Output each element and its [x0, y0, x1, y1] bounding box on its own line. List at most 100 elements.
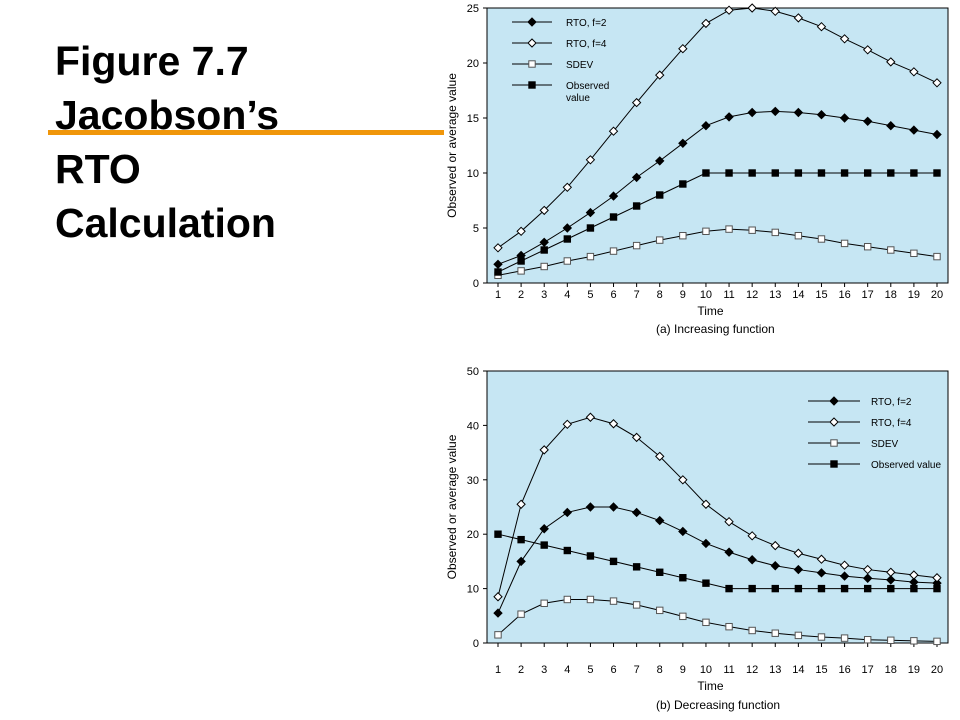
y-tick-label: 20: [467, 529, 479, 541]
data-point: [863, 584, 872, 593]
data-point: [562, 182, 573, 193]
data-point: [493, 592, 503, 602]
data-point: [771, 169, 779, 177]
legend-label: RTO, f=2: [566, 18, 607, 29]
data-point: [540, 599, 548, 607]
data-point: [563, 257, 572, 265]
data-point: [494, 631, 502, 639]
data-point: [887, 169, 895, 177]
y-axis-label: Observed or average value: [445, 73, 459, 218]
data-point: [632, 202, 641, 210]
data-point: [840, 239, 849, 248]
x-tick-label: 17: [862, 664, 874, 676]
chart-caption: (a) Increasing function: [656, 322, 775, 336]
data-point: [932, 78, 942, 88]
data-point: [839, 34, 850, 44]
data-point: [748, 584, 756, 593]
data-point: [586, 224, 595, 232]
y-tick-label: 25: [467, 3, 479, 15]
x-axis-label: Time: [697, 304, 724, 318]
legend-marker: [829, 417, 839, 427]
data-point: [563, 546, 572, 555]
x-tick-label: 14: [792, 664, 804, 676]
data-point: [609, 597, 618, 605]
data-point: [725, 622, 733, 631]
x-tick-label: 20: [931, 289, 943, 301]
data-point: [678, 138, 688, 149]
data-point: [631, 432, 642, 443]
data-point: [656, 568, 664, 576]
x-tick-label: 1: [495, 289, 501, 301]
x-tick-label: 8: [657, 664, 663, 676]
y-tick-label: 0: [473, 278, 479, 290]
data-point: [840, 634, 849, 642]
title-line-3: RTO: [55, 146, 141, 192]
legend-marker: [829, 396, 839, 406]
data-point: [678, 43, 688, 54]
legend-label: SDEV: [871, 439, 899, 450]
legend-marker: [830, 439, 838, 447]
series-line: [497, 172, 937, 273]
x-tick-label: 9: [680, 289, 686, 301]
data-point: [679, 612, 687, 621]
data-point: [656, 191, 664, 199]
data-point: [539, 524, 549, 534]
data-point: [632, 601, 641, 609]
data-point: [886, 575, 896, 585]
data-point: [585, 155, 596, 165]
x-tick-label: 8: [657, 289, 663, 301]
x-tick-label: 15: [815, 664, 827, 676]
data-point: [517, 257, 525, 265]
data-point: [770, 540, 780, 551]
data-point: [494, 268, 502, 276]
series-line: [497, 7, 938, 249]
data-point: [631, 97, 642, 108]
data-point: [839, 560, 850, 570]
data-point: [794, 584, 803, 593]
y-tick-label: 30: [467, 475, 479, 487]
legend-label-line: RTO, f=2: [871, 397, 912, 408]
data-point: [608, 502, 619, 512]
x-tick-label: 15: [815, 289, 827, 301]
data-point: [748, 226, 756, 234]
x-tick-label: 3: [541, 664, 547, 676]
legend-marker: [527, 17, 537, 27]
data-point: [747, 555, 757, 565]
legend-label: Observed value: [871, 460, 941, 471]
x-tick-label: 17: [862, 289, 874, 301]
y-tick-label: 0: [473, 638, 479, 650]
legend-label: RTO, f=4: [871, 418, 912, 429]
series-rto-f-2: [493, 502, 942, 618]
data-point: [493, 259, 503, 270]
x-tick-label: 19: [908, 289, 920, 301]
legend-label-line: RTO, f=4: [871, 418, 912, 429]
data-point: [770, 106, 780, 117]
data-point: [863, 243, 872, 251]
series-rto-f-4: [493, 3, 942, 253]
data-point: [702, 169, 710, 177]
legend-label-line: RTO, f=4: [566, 39, 607, 50]
data-point: [725, 225, 733, 233]
legend-label-line: SDEV: [566, 60, 594, 71]
series-line: [497, 533, 937, 590]
x-tick-label: 13: [769, 289, 781, 301]
x-tick-label: 12: [746, 289, 758, 301]
data-point: [725, 584, 733, 593]
series-rto-f-4: [493, 412, 942, 602]
data-point: [609, 247, 618, 255]
data-point: [562, 507, 573, 518]
x-axis-label: Time: [697, 679, 724, 693]
data-point: [656, 236, 664, 244]
data-point: [701, 499, 711, 509]
data-point: [840, 169, 849, 177]
data-point: [816, 109, 827, 120]
title-line-1: Figure 7.7: [55, 38, 249, 84]
data-point: [933, 637, 941, 646]
data-point: [748, 626, 756, 635]
data-point: [910, 169, 918, 177]
data-point: [702, 227, 710, 236]
data-point: [655, 451, 665, 462]
x-tick-label: 4: [564, 664, 570, 676]
data-point: [678, 526, 688, 537]
data-point: [702, 579, 710, 587]
